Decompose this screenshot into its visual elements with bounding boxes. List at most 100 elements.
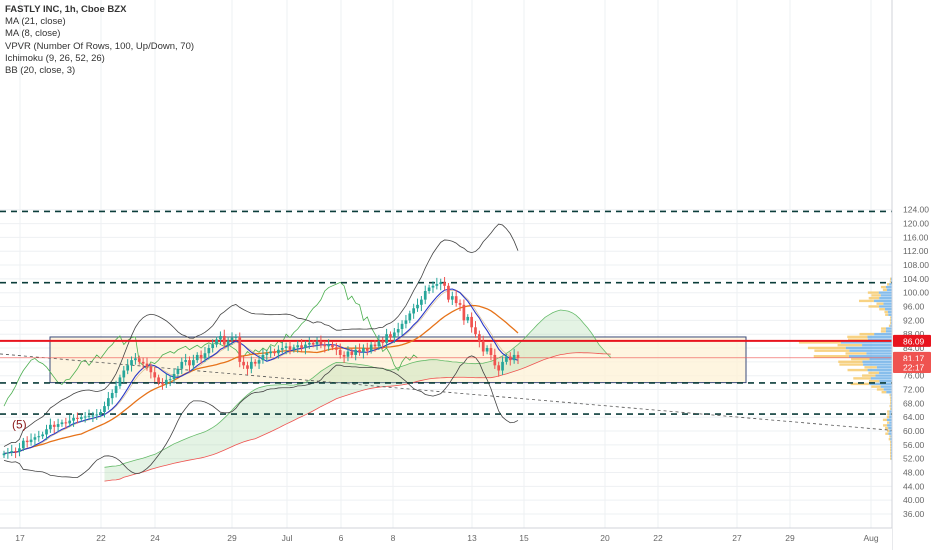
vpvr-up-bar [886,390,892,394]
candle-body [6,452,10,454]
vpvr-up-bar [880,385,892,388]
candle-body [203,353,207,359]
candle-body [87,415,91,417]
vpvr-down-bar [885,432,889,435]
candle-body [296,345,300,348]
vpvr-up-bar [866,352,892,355]
vpvr-up-bar [879,296,892,300]
candle-body [211,344,215,349]
candle-body [122,370,126,378]
candle-body [226,340,230,345]
vpvr-up-bar [845,346,892,350]
candle-body [474,327,477,335]
vpvr-up-bar [890,435,892,438]
price-label-box [893,334,931,347]
candle-body [49,424,52,430]
candle-body [68,420,72,424]
vpvr-up-bar [890,407,892,410]
trendline [0,353,893,431]
time-tick-label: 27 [732,533,742,543]
vpvr-down-bar [813,355,849,358]
time-axis: 17 22 24 29 Jul 6 8 13 15 20 22 27 29 Aug [0,527,892,550]
vpvr-up-bar [880,294,892,297]
time-tick-label: 15 [519,533,529,543]
price-tick-label: 100.00 [903,288,929,298]
vpvr-up-bar [890,438,892,441]
vpvr-down-bar [890,454,891,458]
vpvr-down-bar [858,299,874,303]
vpvr-up-bar [890,446,892,449]
vpvr-down-bar [876,388,884,391]
vpvr-down-bar [888,438,891,441]
candle-body [157,377,160,383]
price-tick-label: 76.00 [903,371,925,381]
time-tick-label: 8 [391,533,396,543]
legend-ma8[interactable]: MA (8, close) [5,28,61,40]
candle-body [110,392,114,399]
candle-body [300,345,303,349]
vpvr-down-bar [853,377,871,380]
vpvr-up-bar [890,457,892,460]
candle-body [412,308,416,314]
candle-body [215,339,218,345]
candle-body [261,354,265,361]
legend-ma21[interactable]: MA (21, close) [5,16,66,28]
price-tick-label: 48.00 [903,468,925,478]
candle-body [257,360,261,364]
vpvr-up-bar [890,399,892,402]
legend-bb[interactable]: BB (20, close, 3) [5,65,76,77]
vpvr-up-bar [890,316,892,319]
candle-body [377,341,381,347]
candle-body [350,351,354,355]
vpvr-up-bar [888,426,892,430]
vpvr-down-bar [886,421,890,424]
vpvr-up-bar [869,382,892,386]
candle-body [311,342,315,345]
vpvr-down-bar [890,407,891,410]
candle-body [365,348,369,351]
chart-grid [0,0,892,528]
vpvr-up-bar [890,404,892,408]
vpvr-down-bar [848,338,868,341]
candle-body [25,440,29,443]
vpvr-up-bar [890,277,892,280]
candle-body [130,360,133,366]
vpvr-up-bar [890,321,892,325]
vpvr-down-bar [890,277,891,280]
ichimoku-lagging-span [3,281,418,407]
price-tick-label: 40.00 [903,495,925,505]
vpvr-down-bar [847,335,868,339]
vpvr-up-bar [889,429,892,433]
candle-body [145,363,149,368]
candle-body [195,354,199,361]
candle-body [118,377,122,387]
price-tick-label: 64.00 [903,412,925,422]
time-tick-label: 29 [785,533,795,543]
vpvr-up-bar [887,310,892,314]
vpvr-up-bar [886,418,892,422]
legend-ichimoku[interactable]: Ichimoku (9, 26, 52, 26) [5,52,105,64]
price-tick-label: 60.00 [903,426,925,436]
vpvr-down-bar [889,396,891,399]
vpvr-down-bar [885,426,889,430]
candle-body [149,367,153,373]
price-label-text: 22:17 [903,363,925,373]
candle-body [404,320,408,324]
candle-body [277,349,280,354]
vpvr-up-bar [890,440,892,444]
vpvr-up-bar [849,349,892,352]
vpvr-up-bar [869,357,892,361]
price-tick-label: 56.00 [903,440,925,450]
volume-profile [798,277,892,460]
vpvr-down-bar [867,291,879,294]
price-label-text: 81.17 [903,353,925,363]
vpvr-down-bar [837,343,863,347]
candle-body [478,334,481,342]
legend-vpvr[interactable]: VPVR (Number Of Rows, 100, Up/Down, 70) [5,40,195,52]
time-tick-label: 22 [653,533,663,543]
vpvr-up-bar [873,299,892,303]
price-tick-label: 96.00 [903,302,925,312]
vpvr-down-bar [887,413,890,416]
vpvr-up-bar [840,341,892,344]
